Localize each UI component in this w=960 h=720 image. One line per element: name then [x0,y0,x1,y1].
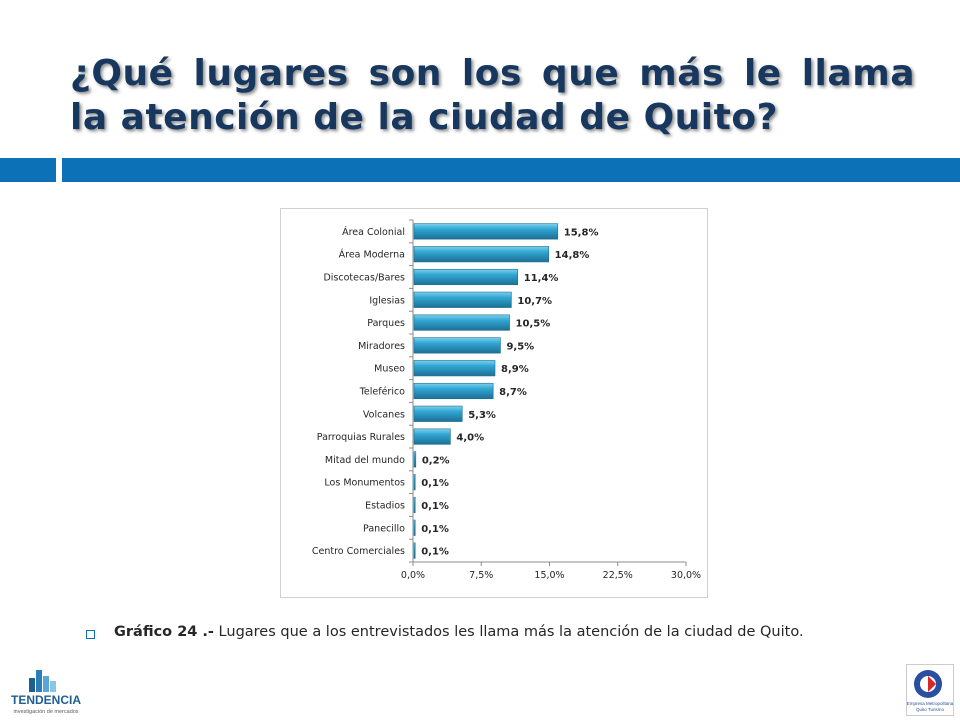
category-label: Los Monumentos [324,478,405,489]
x-tick-label: 7,5% [469,570,493,581]
chart-caption: Gráfico 24 .- Lugares que a los entrevis… [84,624,804,640]
bar [413,268,519,286]
category-label: Estadios [365,501,405,512]
bar [413,519,416,536]
category-label: Volcanes [363,409,405,420]
quito-turismo-logo: Empresa Metropolitana Quito Turismo [906,664,954,716]
category-label: Mitad del mundo [325,455,405,466]
bar [413,246,549,263]
data-label: 10,7% [517,296,552,307]
bar [413,405,463,422]
category-label: Área Moderna [339,249,405,261]
bar [413,291,512,308]
bar [413,337,501,354]
data-label: 14,8% [555,250,590,261]
bar [413,223,559,240]
category-label: Parques [367,318,405,329]
tendencia-logo: TENDENCIA investigación de mercados [11,670,81,715]
svg-text:investigación de mercados: investigación de mercados [13,709,78,715]
data-label: 4,0% [456,433,484,444]
category-label: Iglesias [369,295,405,306]
category-label: Parroquias Rurales [317,432,405,443]
bar [413,474,416,491]
bar [413,382,494,400]
bar [413,451,417,468]
category-label: Centro Comerciales [312,546,405,557]
data-label: 0,2% [422,455,450,466]
bullet-icon [86,630,95,639]
data-label: 0,1% [421,478,449,489]
svg-text:Empresa Metropolitana: Empresa Metropolitana [907,701,954,706]
x-tick-label: 30,0% [671,570,701,581]
data-label: 10,5% [516,319,551,330]
caption-figure-number: Gráfico 24 .- [114,624,214,640]
category-label: Área Colonial [342,226,405,238]
caption-text: Lugares que a los entrevistados les llam… [213,624,804,640]
bar [413,428,451,445]
bar-chart: Área Colonial 15,8% Área Moderna 14,8% Disco… [312,219,701,581]
bar [413,542,416,559]
data-label: 9,5% [506,341,534,352]
bar [413,496,416,514]
data-label: 11,4% [524,273,559,284]
data-label: 8,7% [499,387,527,398]
x-tick-label: 22,5% [603,570,633,581]
data-label: 5,3% [468,410,496,421]
category-label: Discotecas/Bares [323,273,405,284]
x-tick-label: 0,0% [401,570,425,581]
data-label: 0,1% [421,524,449,535]
category-label: Teleférico [359,387,405,398]
data-label: 8,9% [501,364,529,375]
svg-text:TENDENCIA: TENDENCIA [11,693,81,707]
svg-text:Quito Turismo: Quito Turismo [916,707,945,712]
slide-title: ¿Qué lugares son los que más le llama la… [70,53,915,138]
data-label: 15,8% [564,227,599,238]
chart-frame: Área Colonial 15,8% Área Moderna 14,8% Disco… [280,208,708,598]
bar [413,360,496,377]
title-rule-right [62,158,960,182]
bar [413,314,510,331]
title-rule-left [0,158,56,182]
category-label: Museo [374,364,405,375]
category-label: Panecillo [363,523,405,534]
x-tick-label: 15,0% [534,570,564,581]
data-label: 0,1% [421,501,449,512]
data-label: 0,1% [421,547,449,558]
category-label: Miradores [358,341,405,352]
